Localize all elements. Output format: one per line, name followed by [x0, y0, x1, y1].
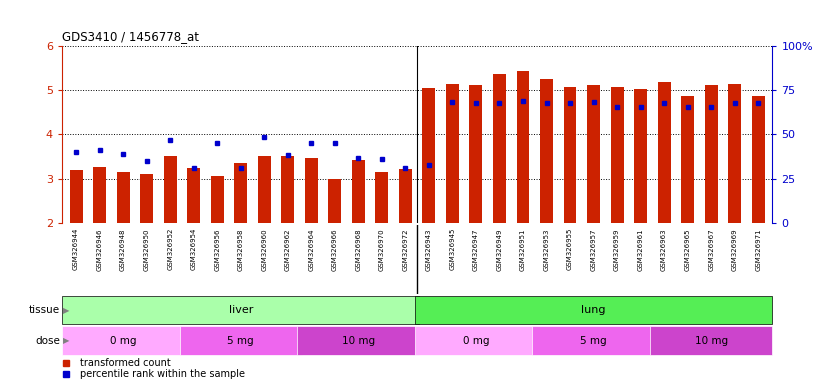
Text: GSM326965: GSM326965	[685, 228, 691, 271]
Bar	[587, 85, 600, 223]
Text: GSM326953: GSM326953	[544, 228, 549, 271]
Text: GSM326943: GSM326943	[426, 228, 432, 271]
Text: GSM326969: GSM326969	[732, 228, 738, 271]
Bar	[446, 84, 459, 223]
Text: GSM326950: GSM326950	[144, 228, 150, 271]
Text: GSM326954: GSM326954	[191, 228, 197, 270]
Text: GSM326971: GSM326971	[755, 228, 762, 271]
Bar	[62, 296, 420, 324]
Text: 5 mg: 5 mg	[227, 336, 254, 346]
Text: 10 mg: 10 mg	[695, 336, 728, 346]
Text: transformed count: transformed count	[79, 358, 170, 368]
Bar	[415, 326, 537, 355]
Bar	[610, 87, 624, 223]
Text: 5 mg: 5 mg	[580, 336, 607, 346]
Text: ▶: ▶	[63, 336, 69, 345]
Bar	[179, 326, 301, 355]
Bar	[752, 96, 765, 223]
Text: GSM326968: GSM326968	[355, 228, 361, 271]
Bar	[705, 85, 718, 223]
Bar	[282, 157, 294, 223]
Text: 0 mg: 0 mg	[110, 336, 136, 346]
Bar	[235, 163, 247, 223]
Text: ▶: ▶	[63, 306, 69, 314]
Text: GDS3410 / 1456778_at: GDS3410 / 1456778_at	[62, 30, 199, 43]
Bar	[140, 174, 153, 223]
Text: GSM326972: GSM326972	[402, 228, 408, 271]
Text: GSM326947: GSM326947	[473, 228, 479, 271]
Text: GSM326958: GSM326958	[238, 228, 244, 271]
Text: dose: dose	[36, 336, 60, 346]
Text: GSM326944: GSM326944	[73, 228, 79, 270]
Text: GSM326952: GSM326952	[167, 228, 173, 270]
Bar	[650, 326, 772, 355]
Bar	[563, 87, 577, 223]
Bar	[729, 84, 741, 223]
Text: GSM326948: GSM326948	[120, 228, 126, 271]
Text: GSM326962: GSM326962	[285, 228, 291, 271]
Text: GSM326949: GSM326949	[496, 228, 502, 271]
Bar	[681, 96, 694, 223]
Bar	[297, 326, 420, 355]
Bar	[116, 172, 130, 223]
Bar	[69, 170, 83, 223]
Bar	[657, 82, 671, 223]
Bar	[375, 172, 388, 223]
Text: percentile rank within the sample: percentile rank within the sample	[79, 369, 244, 379]
Text: GSM326955: GSM326955	[567, 228, 573, 270]
Text: GSM326959: GSM326959	[614, 228, 620, 271]
Bar	[258, 157, 271, 223]
Bar	[634, 89, 647, 223]
Bar	[164, 157, 177, 223]
Text: tissue: tissue	[29, 305, 60, 315]
Text: GSM326951: GSM326951	[520, 228, 526, 271]
Text: lung: lung	[582, 305, 605, 315]
Text: GSM326970: GSM326970	[379, 228, 385, 271]
Text: GSM326961: GSM326961	[638, 228, 643, 271]
Bar	[62, 326, 184, 355]
Bar	[329, 179, 341, 223]
Text: GSM326967: GSM326967	[708, 228, 714, 271]
Bar	[540, 79, 553, 223]
Text: 10 mg: 10 mg	[342, 336, 375, 346]
Text: GSM326945: GSM326945	[449, 228, 455, 270]
Bar	[415, 296, 772, 324]
Text: GSM326957: GSM326957	[591, 228, 596, 271]
Bar	[352, 160, 365, 223]
Bar	[422, 88, 435, 223]
Bar	[211, 176, 224, 223]
Bar	[399, 169, 412, 223]
Text: GSM326956: GSM326956	[214, 228, 221, 271]
Bar	[493, 74, 506, 223]
Bar	[305, 158, 318, 223]
Text: GSM326960: GSM326960	[261, 228, 268, 271]
Text: liver: liver	[229, 305, 253, 315]
Text: GSM326964: GSM326964	[308, 228, 314, 271]
Bar	[533, 326, 655, 355]
Text: GSM326966: GSM326966	[332, 228, 338, 271]
Text: GSM326946: GSM326946	[97, 228, 102, 271]
Bar	[93, 167, 106, 223]
Text: 0 mg: 0 mg	[463, 336, 489, 346]
Bar	[516, 71, 529, 223]
Text: GSM326963: GSM326963	[661, 228, 667, 271]
Bar	[469, 85, 482, 223]
Bar	[188, 169, 200, 223]
